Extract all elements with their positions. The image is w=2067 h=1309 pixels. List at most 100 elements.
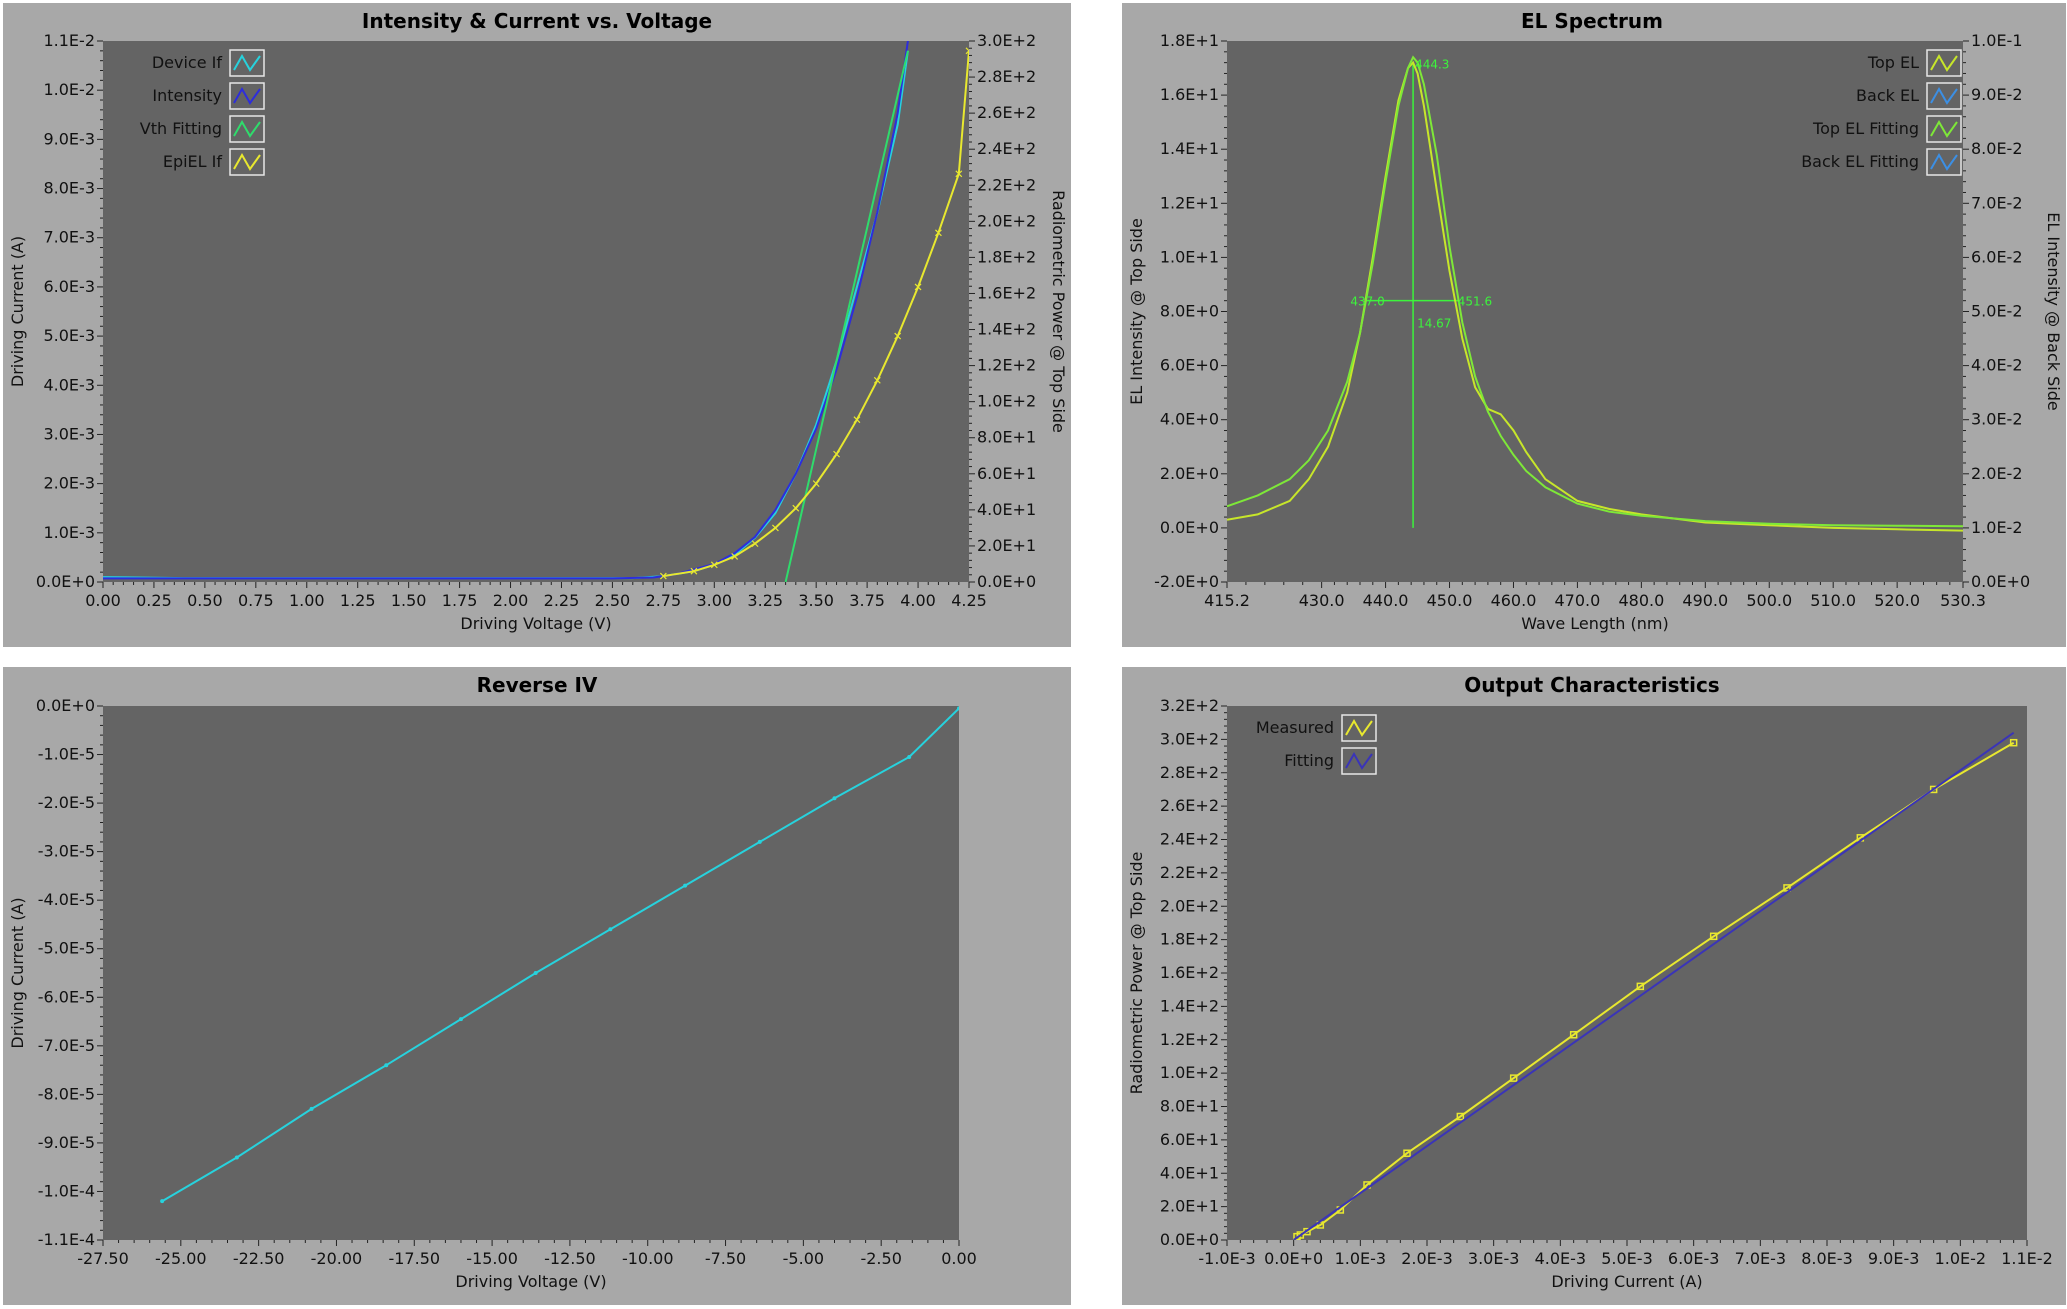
y2-tick-label: 2.0E-2 [1971, 464, 2023, 483]
series-line [784, 50, 909, 582]
y-tick-label: -1.0E-4 [38, 1181, 95, 1200]
legend-swatch-box [229, 115, 265, 143]
legend-label: Back EL [1856, 86, 1919, 105]
data-point [1403, 1149, 1411, 1157]
y-tick-label: -2.0E-5 [38, 793, 95, 812]
y-tick-label: 1.8E+1 [1160, 31, 1219, 50]
x-tick-label: 1.1E-2 [2001, 1249, 2053, 1268]
x-tick-label: 0.0E+0 [1264, 1249, 1323, 1268]
data-point [894, 332, 902, 340]
legend-swatch-line [1345, 751, 1373, 770]
x-tick-label: 1.25 [340, 591, 376, 610]
y-tick-label: 9.0E-3 [43, 129, 95, 148]
y2-tick-label: 1.4E+2 [977, 320, 1036, 339]
legend-swatch-line [1930, 152, 1958, 171]
y-tick-label: 7.0E-3 [43, 228, 95, 247]
y-tick-label: 0.0E+0 [36, 696, 95, 715]
x-tick-label: 4.00 [900, 591, 936, 610]
chart-1: Intensity & Current vs. Voltage 0.00 0.25 0… [3, 3, 1071, 647]
legend-swatch-box [229, 49, 265, 77]
y-tick-label: 2.4E+2 [1160, 830, 1219, 849]
x-tick-label: 0.00 [85, 591, 121, 610]
y2-tick-label: 6.0E-2 [1971, 247, 2023, 266]
y2-tick-label: 8.0E+1 [977, 428, 1036, 447]
y2-tick-label: 1.6E+2 [977, 283, 1036, 302]
x-tick-label: -12.50 [544, 1249, 596, 1268]
data-point [1783, 884, 1791, 892]
y2-tick-label: 1.0E-2 [1971, 518, 2023, 537]
x-tick-label: -15.00 [466, 1249, 518, 1268]
plot-series [1293, 731, 2018, 1240]
data-point [873, 376, 881, 384]
y-tick-label: 1.4E+2 [1160, 996, 1219, 1015]
plot-series [103, 41, 969, 582]
x-tick-label: 3.00 [696, 591, 732, 610]
y-tick-label: 1.8E+2 [1160, 930, 1219, 949]
y2-tick-label: 9.0E-2 [1971, 85, 2023, 104]
y2-tick-label: 1.0E-1 [1971, 31, 2023, 50]
legend-swatch-box [229, 148, 265, 176]
x-tick-label: -27.50 [77, 1249, 129, 1268]
data-point [1569, 1030, 1578, 1039]
legend-label: Back EL Fitting [1801, 152, 1919, 171]
series-line [663, 50, 969, 578]
y2-tick-label: 6.0E+1 [977, 464, 1036, 483]
x-tick-label: 3.25 [747, 591, 783, 610]
y-tick-label: 3.0E-3 [43, 424, 95, 443]
y-tick-label: 8.0E+1 [1160, 1097, 1219, 1116]
y-axis-label: EL Intensity @ Top Side [1127, 218, 1146, 405]
legend-swatch-box [1926, 49, 1962, 77]
y-tick-label: 3.0E+2 [1160, 729, 1219, 748]
y-tick-label: 6.0E+1 [1160, 1130, 1219, 1149]
x-axis-label: Driving Voltage (V) [455, 1272, 606, 1291]
data-point [731, 553, 739, 560]
y2-tick-label: 1.0E+2 [977, 392, 1036, 411]
y-tick-label: 8.0E+0 [1160, 302, 1219, 321]
x-tick-label: -22.50 [233, 1249, 285, 1268]
y-tick-label: 4.0E+0 [1160, 410, 1219, 429]
data-point [710, 561, 718, 569]
x-tick-label: 5.0E-3 [1601, 1249, 1653, 1268]
x-tick-label: 520.0 [1874, 591, 1920, 610]
data-point [832, 796, 837, 801]
legend-swatch-line [233, 152, 261, 171]
data-point [812, 480, 820, 488]
y2-tick-label: 1.8E+2 [977, 247, 1036, 266]
y-tick-label: -3.0E-5 [38, 842, 95, 861]
data-point [965, 47, 969, 55]
y2-tick-label: 8.0E-2 [1971, 139, 2023, 158]
data-point [458, 1017, 463, 1022]
data-point [955, 170, 963, 178]
y-axis-label: Driving Current (A) [8, 897, 27, 1048]
fwhm-value-label: 14.67 [1417, 317, 1451, 331]
x-tick-label: -10.00 [622, 1249, 674, 1268]
data-point [659, 572, 667, 580]
y-tick-label: 2.2E+2 [1160, 863, 1219, 882]
x-tick-label: 480.0 [1618, 591, 1664, 610]
data-point [771, 524, 779, 532]
y-tick-label: 2.8E+2 [1160, 763, 1219, 782]
chart-title: EL Spectrum [1521, 9, 1663, 33]
x-tick-label: 9.0E-3 [1868, 1249, 1920, 1268]
x-tick-label: 460.0 [1491, 591, 1537, 610]
x-tick-label: 490.0 [1682, 591, 1728, 610]
y-tick-label: 2.0E+1 [1160, 1197, 1219, 1216]
data-point [1456, 1112, 1465, 1121]
y2-tick-label: 4.0E+1 [977, 500, 1036, 519]
y-tick-label: -8.0E-5 [38, 1084, 95, 1103]
data-point [1929, 785, 1938, 794]
legend-swatch-line [1930, 86, 1958, 105]
plot-series [160, 706, 959, 1204]
legend-swatch-line [1930, 53, 1958, 72]
data-point [853, 416, 861, 424]
legend-label: Intensity [152, 86, 222, 105]
series-line [1227, 55, 1963, 528]
data-point [1709, 932, 1718, 941]
x-tick-label: 0.75 [238, 591, 274, 610]
chart-2: EL Spectrum 415.2 430.0 440.0 450.0 460.0 470.… [1122, 3, 2066, 647]
legend-swatch-box [1926, 82, 1962, 110]
x-tick-label: 8.0E-3 [1801, 1249, 1853, 1268]
y-tick-label: 0.0E+0 [1160, 1230, 1219, 1249]
x-tick-label: 2.50 [595, 591, 631, 610]
y-tick-label: 2.0E+2 [1160, 896, 1219, 915]
